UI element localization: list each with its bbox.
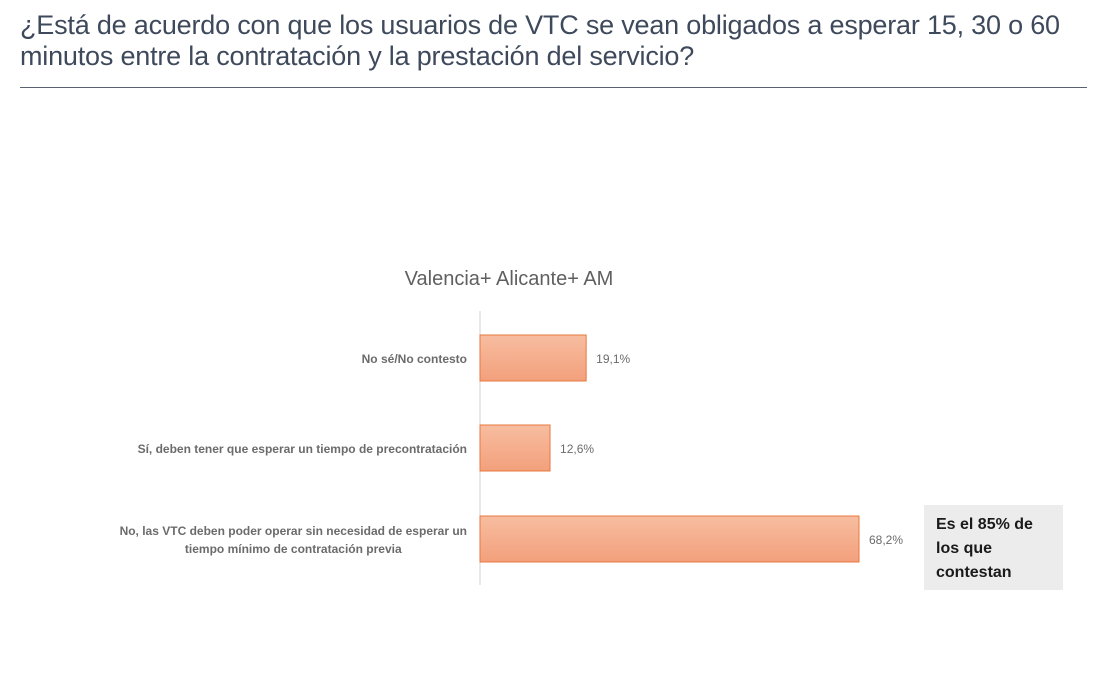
page-title: ¿Está de acuerdo con que los usuarios de…	[20, 10, 1060, 71]
bars-group: 19,1% No sé/No contesto 12,6% Sí, deben ten…	[120, 334, 903, 563]
value-label-3: 68,2%	[869, 533, 903, 547]
bar-1	[479, 334, 587, 382]
value-label-1: 19,1%	[596, 352, 630, 366]
title-divider	[20, 87, 1087, 88]
category-label-3: No, las VTC deben poder operar sin neces…	[120, 524, 467, 556]
chart-title: Valencia+ Alicante+ AM	[405, 268, 614, 290]
value-label-2: 12,6%	[560, 442, 594, 456]
callout-note: Es el 85% de los que contestan	[924, 505, 1063, 590]
category-label-1: No sé/No contesto	[362, 352, 467, 366]
bar-2	[479, 424, 551, 472]
category-label-2: Sí, deben tener que esperar un tiempo de…	[138, 442, 467, 456]
bar-3	[479, 515, 860, 563]
